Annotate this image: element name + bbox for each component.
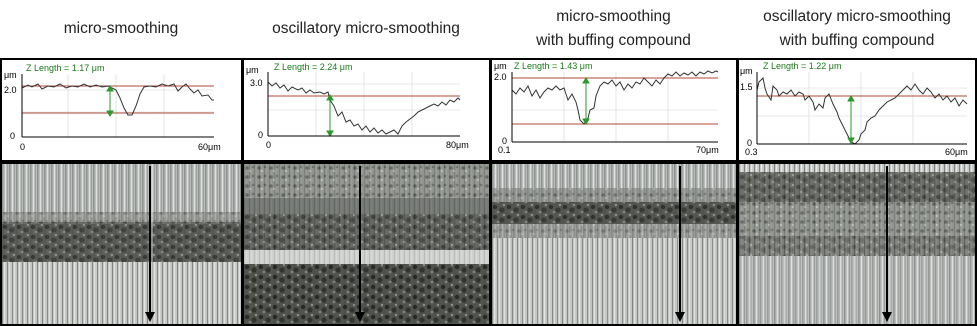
profile-plot-2: Z Length = 2.24 μm μm 3.0 0 0 80μm: [246, 62, 469, 150]
profile-grid-4: [757, 72, 967, 144]
column-title-1: micro-smoothing: [0, 0, 242, 58]
column-title-2: oscillatory micro-smoothing: [242, 0, 490, 58]
column-separator-3: [736, 58, 739, 326]
z-length-label-3: Z Length = 1.43 μm: [514, 61, 592, 71]
column-separator-2: [489, 58, 492, 326]
micrograph-image-3: [492, 164, 736, 324]
y-unit-2: μm: [246, 65, 259, 75]
z-length-marker-2: [326, 94, 334, 137]
profile-grid-3: [512, 72, 718, 142]
micrograph-2: [242, 162, 491, 326]
y-unit-1: μm: [4, 70, 17, 80]
profile-panel-2: Z Length = 2.24 μm μm 3.0 0 0 80μm: [242, 58, 491, 162]
direction-arrow-2: [355, 166, 365, 322]
y-unit-3: μm: [494, 61, 507, 71]
profile-panel-4: Z Length = 1.22 μm μm 1.5 0 0.3 60μm: [737, 58, 977, 162]
column-title-4: oscillatory micro-smoothing with buffing…: [737, 0, 977, 58]
profile-line-2: [267, 81, 461, 135]
column-title-3-line-1: micro-smoothing: [556, 8, 671, 25]
direction-arrow-1: [145, 166, 155, 322]
y-tick-bottom-2: 0: [258, 130, 263, 140]
profile-plot-4: Z Length = 1.22 μm μm 1.5 0 0.3 60μm: [740, 61, 968, 157]
column-title-4-line-2: with buffing compound: [779, 32, 935, 49]
x-tick-end-4: 60μm: [945, 147, 968, 157]
y-tick-bottom-4: 0: [747, 138, 752, 148]
y-unit-4: μm: [740, 66, 753, 76]
profile-plot-1: Z Length = 1.17 μm μm 2.0 0 0 60μm: [4, 63, 221, 152]
micrograph-4: [737, 162, 977, 326]
micrograph-image-1: [2, 164, 241, 324]
x-tick-start-1: 0: [20, 142, 25, 152]
micrograph-image-2: [244, 164, 489, 324]
column-title-3: micro-smoothing with buffing compound: [490, 0, 737, 58]
column-separator-1: [241, 58, 244, 326]
y-tick-bottom-1: 0: [10, 131, 15, 141]
y-tick-top-2: 3.0: [250, 78, 263, 88]
z-length-marker-1: [106, 85, 114, 117]
micrograph-3: [490, 162, 738, 326]
profile-panel-3: Z Length = 1.43 μm μm 2.0 0 0.1 70μm: [490, 58, 738, 162]
z-length-label-4: Z Length = 1.22 μm: [763, 61, 841, 71]
y-tick-top-4: 1.5: [740, 82, 753, 92]
x-tick-end-3: 70μm: [696, 145, 719, 155]
profile-panel-1: Z Length = 1.17 μm μm 2.0 0 0 60μm: [0, 58, 243, 162]
column-title-3-line-2: with buffing compound: [536, 32, 691, 49]
profile-plot-3: Z Length = 1.43 μm μm 2.0 0 0.1 70μm: [494, 61, 719, 155]
y-tick-top-1: 2.0: [4, 85, 17, 95]
micrograph-1: [0, 162, 243, 326]
column-title-4-line-1: oscillatory micro-smoothing: [763, 8, 951, 25]
x-tick-start-2: 0: [266, 140, 271, 150]
profile-line-1: [21, 83, 214, 116]
profile-grid-2: [268, 72, 460, 136]
x-tick-end-1: 60μm: [198, 142, 221, 152]
z-length-marker-3: [582, 77, 590, 125]
y-tick-top-3: 2.0: [494, 72, 507, 82]
y-tick-bottom-3: 0: [502, 136, 507, 146]
direction-arrow-3: [675, 166, 685, 322]
column-title-1-line-1: micro-smoothing: [63, 20, 179, 37]
micrograph-image-4: [739, 164, 975, 324]
column-title-2-line-1: oscillatory micro-smoothing: [272, 20, 460, 37]
z-length-label-1: Z Length = 1.17 μm: [26, 63, 104, 73]
x-tick-start-4: 0.3: [745, 147, 758, 157]
profile-line-3: [511, 70, 719, 125]
profile-grid-1: [22, 74, 214, 137]
z-length-label-2: Z Length = 2.24 μm: [274, 62, 352, 72]
z-length-marker-4: [847, 95, 855, 144]
x-tick-start-3: 0.1: [498, 145, 511, 155]
direction-arrow-4: [882, 166, 892, 322]
x-tick-end-2: 80μm: [446, 140, 469, 150]
